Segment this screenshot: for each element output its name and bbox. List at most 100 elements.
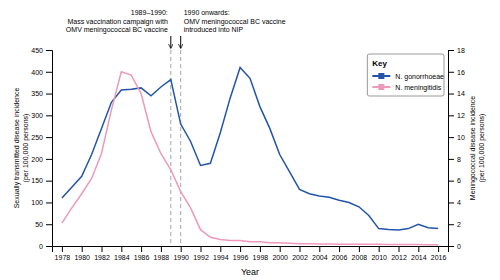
- y-axis-tick-label: 400: [31, 69, 43, 76]
- x-axis-tick-label: 1982: [94, 254, 110, 261]
- legend-frame: [367, 54, 444, 96]
- y2-axis-tick-label: 6: [457, 177, 461, 184]
- x-axis-tick-label: 1988: [154, 254, 170, 261]
- y-axis-tick-label: 50: [35, 221, 43, 228]
- x-axis-tick-mark: [438, 246, 439, 252]
- y2-axis-tick: 2: [448, 221, 461, 228]
- x-axis-tick-label: 1978: [55, 254, 71, 261]
- x-axis-tick: 2014: [411, 246, 427, 261]
- x-axis-tick-mark: [161, 246, 162, 252]
- y-axis-tick-mark: [46, 202, 52, 203]
- y-axis-tick: 150: [31, 177, 52, 184]
- y-axis-tick-label: 150: [31, 177, 43, 184]
- annotation-text: 1990 onwards:OMV meningococcal BC vaccin…: [184, 9, 286, 33]
- annotation-text-line: 1989–1990:: [131, 9, 168, 16]
- y-axis: 050100150200250300350400450: [31, 47, 52, 250]
- x-axis-tick: 1986: [134, 246, 150, 261]
- x-axis-tick: 2000: [272, 246, 288, 261]
- x-axis-tick-label: 2010: [371, 254, 387, 261]
- x-axis: 1978198019821984198619881990199219941996…: [53, 246, 449, 261]
- x-axis-tick: 2008: [352, 246, 368, 261]
- annotation-text-line: 1990 onwards:: [184, 9, 230, 16]
- y2-axis-tick: 0: [448, 243, 461, 250]
- y2-axis-tick-mark: [448, 72, 454, 73]
- annotation-arrow: [170, 36, 171, 48]
- x-axis-tick-mark: [379, 246, 380, 252]
- y2-axis-tick-mark: [448, 159, 454, 160]
- x-axis-tick-mark: [141, 246, 142, 252]
- y-axis-tick: 300: [31, 112, 52, 119]
- x-axis-tick-mark: [220, 246, 221, 252]
- y-axis-tick: 350: [31, 90, 52, 97]
- y2-axis-tick-label: 18: [457, 47, 465, 54]
- y2-axis-tick: 8: [448, 156, 461, 163]
- y-axis-tick-mark: [46, 72, 52, 73]
- series-line: [62, 72, 438, 245]
- y-axis-tick-label: 350: [31, 90, 43, 97]
- chart-container: 1978198019821984198619881990199219941996…: [0, 0, 500, 280]
- x-axis-tick-label: 1986: [134, 254, 150, 261]
- x-axis-tick-mark: [121, 246, 122, 252]
- y2-axis-tick-mark: [448, 115, 454, 116]
- y2-axis-tick-label: 8: [457, 156, 461, 163]
- x-axis-tick-label: 2006: [332, 254, 348, 261]
- y-axis-tick-mark: [46, 115, 52, 116]
- y2-axis-tick-label: 16: [457, 69, 465, 76]
- legend-swatch-marker: [378, 84, 384, 90]
- x-axis-tick-label: 1980: [74, 254, 90, 261]
- x-axis-tick-mark: [280, 246, 281, 252]
- y2-axis-tick-label: 4: [457, 199, 461, 206]
- y2-axis-tick: 12: [448, 112, 465, 119]
- y-axis-tick: 400: [31, 69, 52, 76]
- x-axis-tick-mark: [82, 246, 83, 252]
- y2-axis-tick-mark: [448, 137, 454, 138]
- y2-axis-tick: 16: [448, 69, 465, 76]
- x-axis-tick: 2010: [371, 246, 387, 261]
- x-axis-tick-mark: [339, 246, 340, 252]
- y2-axis-tick-label: 2: [457, 221, 461, 228]
- annotation-vline: [180, 50, 181, 246]
- y2-axis-tick-mark: [448, 246, 454, 247]
- y-axis-title-line: (per 100,000 persons): [22, 114, 30, 183]
- annotation-text-line: introduced into NIP: [184, 26, 244, 33]
- y-axis-tick: 200: [31, 156, 52, 163]
- annotation-text-line: Mass vaccination campaign with: [67, 18, 167, 26]
- x-axis-tick: 2002: [292, 246, 308, 261]
- x-axis-tick-label: 1994: [213, 254, 229, 261]
- y-axis-tick: 50: [35, 221, 52, 228]
- y-axis-title: Sexually transmitted disease incidence(p…: [13, 88, 30, 209]
- y-axis-tick-mark: [46, 159, 52, 160]
- x-axis-tick: 1988: [154, 246, 170, 261]
- y2-axis-tick-label: 0: [457, 243, 461, 250]
- y-axis-tick-label: 200: [31, 156, 43, 163]
- x-axis-line: [53, 247, 449, 253]
- y2-axis-tick-mark: [448, 224, 454, 225]
- y2-axis-tick-mark: [448, 202, 454, 203]
- y-axis-tick: 450: [31, 47, 52, 54]
- annotation-text: 1989–1990: Mass vaccination campaign with…: [66, 9, 168, 34]
- x-axis-tick-label: 2004: [312, 254, 328, 261]
- x-axis-tick-mark: [319, 246, 320, 252]
- x-axis-tick: 1982: [94, 246, 110, 261]
- x-axis-tick: 1996: [233, 246, 249, 261]
- x-axis-tick: 1980: [74, 246, 90, 261]
- x-axis-tick: 2012: [391, 246, 407, 261]
- y-axis-tick-label: 450: [31, 47, 43, 54]
- x-axis-tick-mark: [260, 246, 261, 252]
- y2-axis-tick-mark: [448, 181, 454, 182]
- y2-axis-tick: 10: [448, 134, 465, 141]
- x-axis-tick: 2016: [431, 246, 447, 261]
- y-axis-tick-mark: [46, 246, 52, 247]
- y-axis-tick: 0: [39, 243, 52, 250]
- y2-axis-tick: 4: [448, 199, 461, 206]
- x-axis-tick-mark: [359, 246, 360, 252]
- y2-axis-tick-label: 14: [457, 90, 465, 97]
- x-axis-tick-label: 2008: [352, 254, 368, 261]
- y2-axis-title-line: Meningococcal disease incidence: [469, 96, 477, 200]
- y2-axis-tick-label: 12: [457, 112, 465, 119]
- x-axis-tick-mark: [399, 246, 400, 252]
- x-axis-tick-label: 1992: [193, 254, 209, 261]
- x-axis-tick-mark: [181, 246, 182, 252]
- y-axis-tick: 250: [31, 134, 52, 141]
- x-axis-tick-label: 2012: [391, 254, 407, 261]
